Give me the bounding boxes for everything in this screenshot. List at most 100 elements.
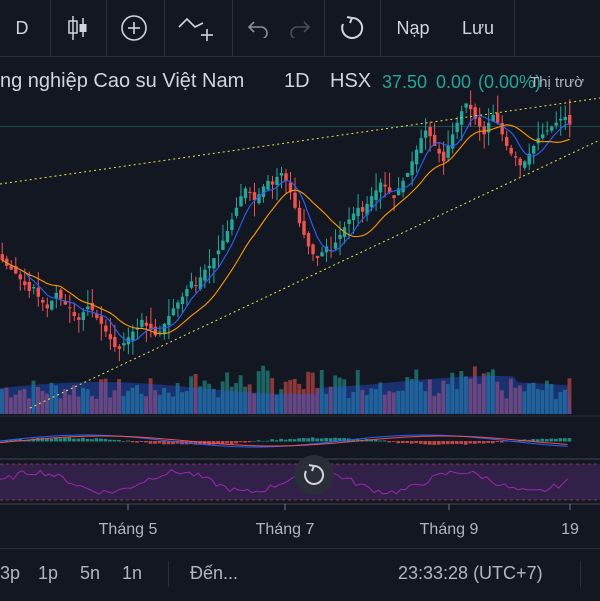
candle-body xyxy=(545,130,549,132)
candle-body xyxy=(248,191,252,193)
macd-histogram-bar xyxy=(486,441,491,444)
volume-bar xyxy=(238,375,243,414)
candle-body xyxy=(149,323,153,330)
macd-histogram-bar xyxy=(283,439,288,442)
candle-body xyxy=(257,194,261,204)
volume-bar xyxy=(337,377,342,414)
macd-histogram-bar xyxy=(72,438,76,442)
macd-histogram-bar xyxy=(499,441,504,443)
goto-date-button[interactable]: Đến... xyxy=(190,563,239,583)
reload-icon[interactable] xyxy=(332,0,372,56)
range-1p[interactable]: 1p xyxy=(38,563,59,583)
candle-body xyxy=(550,126,554,131)
redo-icon[interactable] xyxy=(282,0,318,56)
range-5n[interactable]: 5n xyxy=(80,563,101,583)
macd-histogram-bar xyxy=(409,441,414,444)
candle-body xyxy=(81,312,86,320)
macd-histogram-bar xyxy=(432,441,437,445)
macd-histogram-bar xyxy=(337,437,342,442)
range-3p[interactable]: 3p xyxy=(0,563,21,583)
volume-bar xyxy=(144,396,149,414)
candle-body xyxy=(541,134,545,139)
candle-body xyxy=(504,137,509,146)
toolbar-divider xyxy=(380,0,381,56)
toolbar-divider xyxy=(106,0,107,56)
candle-body xyxy=(90,302,95,311)
candle-body xyxy=(32,287,36,289)
upper-trendline xyxy=(0,97,600,185)
volume-bar xyxy=(216,397,221,414)
macd-histogram-bar xyxy=(279,438,283,442)
volume-bar xyxy=(31,380,36,414)
save-button[interactable]: Lưu xyxy=(450,0,506,56)
time-axis-label: Tháng 7 xyxy=(256,521,315,538)
candle-body xyxy=(563,116,567,120)
macd-histogram-bar xyxy=(94,438,99,442)
volume-bar xyxy=(292,378,297,414)
macd-histogram-bar xyxy=(76,438,81,442)
candle-body xyxy=(14,266,18,274)
macd-histogram-bar xyxy=(112,439,117,442)
candle-body xyxy=(320,252,324,257)
volume-bar xyxy=(265,370,270,414)
macd-histogram-bar xyxy=(247,441,252,443)
volume-bar xyxy=(486,372,491,414)
candle-body xyxy=(437,148,441,154)
reset-chart-button[interactable] xyxy=(294,455,334,495)
candle-body xyxy=(356,207,360,217)
candle-body xyxy=(495,112,500,123)
volume-bar xyxy=(117,378,122,414)
candle-body xyxy=(180,296,185,305)
volume-bar xyxy=(234,382,239,414)
volume-bar xyxy=(207,383,212,414)
volume-bar xyxy=(526,383,531,414)
symbol-exchange: HSX xyxy=(330,70,372,92)
candles-icon[interactable] xyxy=(58,0,98,56)
candle-body xyxy=(54,292,59,299)
candle-body xyxy=(365,203,369,215)
undo-icon[interactable] xyxy=(240,0,276,56)
macd-histogram-bar xyxy=(243,441,247,443)
volume-bar xyxy=(162,387,167,414)
volume-bar xyxy=(261,365,266,414)
plus-circle-icon[interactable] xyxy=(114,0,154,56)
top-toolbar: D Nạp Lưu xyxy=(0,0,600,57)
candle-body xyxy=(401,180,405,193)
candle-body xyxy=(59,289,63,299)
volume-bar xyxy=(468,378,473,414)
range-1n[interactable]: 1n xyxy=(122,563,143,583)
macd-histogram-bar xyxy=(238,441,243,442)
candle-body xyxy=(176,302,180,309)
bottombar-divider xyxy=(168,561,169,587)
compare-icon[interactable] xyxy=(172,0,220,56)
volume-bar xyxy=(459,370,464,414)
macd-histogram-bar xyxy=(171,441,175,445)
candle-body xyxy=(275,176,279,185)
macd-histogram-bar xyxy=(549,438,554,442)
toolbar-divider xyxy=(164,0,165,56)
volume-bar xyxy=(450,372,455,414)
candle-body xyxy=(302,221,306,235)
volume-bar xyxy=(99,379,103,414)
volume-bar xyxy=(400,390,405,414)
toolbar-divider xyxy=(232,0,233,56)
volume-bar xyxy=(211,388,216,414)
macd-histogram-bar xyxy=(405,441,410,444)
candle-body xyxy=(230,219,234,230)
macd-histogram-bar xyxy=(85,438,90,442)
macd-histogram-bar xyxy=(463,441,468,445)
macd-histogram-bar xyxy=(175,441,180,444)
volume-bar xyxy=(139,393,144,414)
macd-histogram-bar xyxy=(306,438,310,442)
interval-button[interactable]: D xyxy=(4,0,40,56)
load-button[interactable]: Nạp xyxy=(388,0,438,56)
volume-bar xyxy=(535,388,540,414)
volume-bar xyxy=(283,381,288,414)
volume-bar xyxy=(405,377,410,414)
volume-bar xyxy=(297,383,302,414)
macd-histogram-bar xyxy=(81,437,85,442)
candle-body xyxy=(383,184,387,187)
candle-body xyxy=(207,265,212,269)
volume-bar xyxy=(220,381,225,414)
candle-body xyxy=(239,196,243,207)
